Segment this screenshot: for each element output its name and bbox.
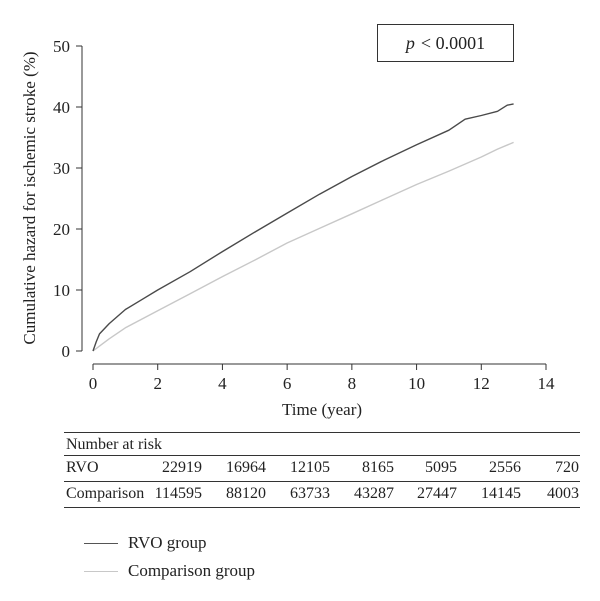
- p-value-symbol: p: [405, 32, 415, 53]
- series-curves: [92, 103, 514, 352]
- risk-table: Number at risk RVO 22919 16964 12105 816…: [64, 432, 580, 508]
- risk-row-label: Comparison: [66, 485, 145, 502]
- risk-cell: 63733: [290, 485, 330, 502]
- x-tick-label: 14: [538, 374, 556, 393]
- y-tick-label: 10: [53, 281, 70, 300]
- x-ticks: 0 2 4 6 8 10 12 14: [89, 364, 555, 393]
- risk-cell: 8165: [362, 459, 394, 476]
- x-tick-label: 6: [283, 374, 292, 393]
- risk-cell: 4003: [547, 485, 579, 502]
- y-tick-label: 50: [53, 37, 70, 56]
- x-axis-label: Time (year): [281, 400, 363, 419]
- rvo-group-curve: [92, 103, 514, 352]
- risk-cell: 14145: [481, 485, 521, 502]
- x-tick-label: 4: [218, 374, 227, 393]
- risk-cell: 114595: [154, 485, 202, 502]
- x-tick-label: 10: [408, 374, 425, 393]
- risk-cell: 2556: [489, 459, 521, 476]
- legend-swatch-rvo: [84, 542, 118, 544]
- risk-cell: 720: [555, 459, 579, 476]
- legend-swatch-comparison: [84, 570, 118, 572]
- x-tick-label: 12: [473, 374, 490, 393]
- risk-cell: 22919: [162, 459, 202, 476]
- y-tick-label: 20: [53, 220, 70, 239]
- risk-cell: 43287: [354, 485, 394, 502]
- risk-cell: 16964: [226, 459, 266, 476]
- x-tick-label: 0: [89, 374, 98, 393]
- legend-item-rvo: RVO group: [84, 530, 255, 556]
- risk-row-rvo: RVO 22919 16964 12105 8165 5095 2556 720: [64, 455, 580, 481]
- comparison-group-curve: [92, 141, 514, 352]
- y-tick-label: 0: [62, 342, 71, 361]
- risk-table-header: Number at risk: [64, 432, 580, 455]
- legend-label: RVO group: [128, 533, 207, 552]
- legend-label: Comparison group: [128, 561, 256, 580]
- risk-cell: 88120: [226, 485, 266, 502]
- risk-row-comparison: Comparison 114595 88120 63733 43287 2744…: [64, 481, 580, 508]
- risk-cell: 12105: [290, 459, 330, 476]
- y-tick-label: 40: [53, 98, 70, 117]
- risk-row-label: RVO: [66, 459, 99, 476]
- legend: RVO group Comparison group: [84, 530, 255, 586]
- x-tick-label: 8: [348, 374, 357, 393]
- x-tick-label: 2: [153, 374, 162, 393]
- y-axis-label: Cumulative hazard for ischemic stroke (%…: [20, 51, 39, 345]
- y-tick-label: 30: [53, 159, 70, 178]
- risk-cell: 5095: [425, 459, 457, 476]
- chart-plot-area: 0 10 20 30 40 50 0 2 4 6 8 10 12 14: [53, 37, 555, 393]
- legend-item-comparison: Comparison group: [84, 558, 255, 584]
- p-value-text: < 0.0001: [420, 32, 486, 53]
- risk-cell: 27447: [417, 485, 457, 502]
- p-value-box: p < 0.0001: [377, 24, 514, 62]
- y-ticks: 0 10 20 30 40 50: [53, 37, 82, 361]
